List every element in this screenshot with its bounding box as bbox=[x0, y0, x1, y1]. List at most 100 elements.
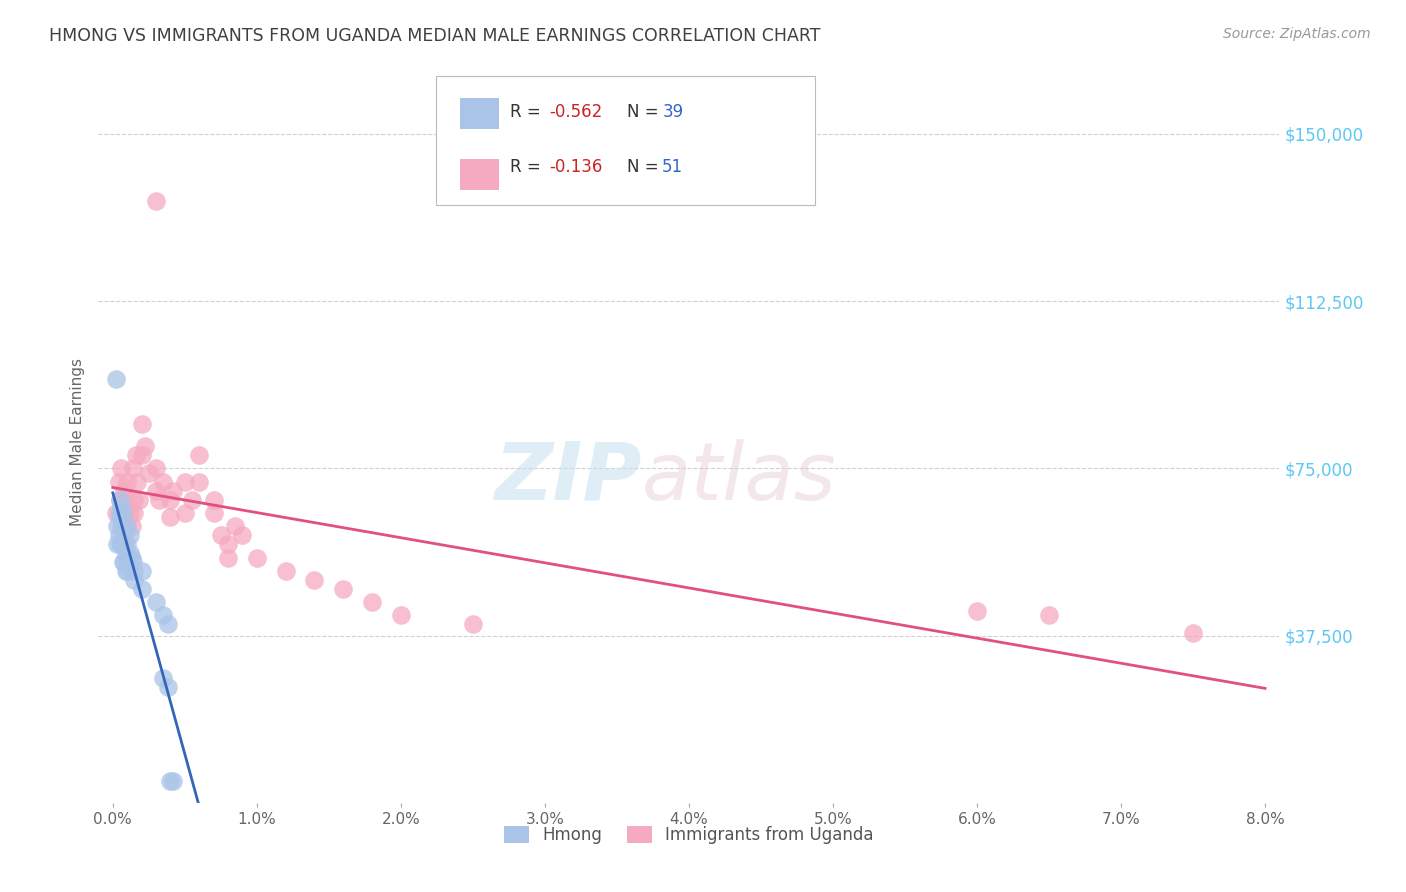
Text: 51: 51 bbox=[662, 158, 683, 176]
Point bbox=[105, 519, 128, 533]
Point bbox=[138, 466, 160, 480]
Point bbox=[115, 475, 138, 489]
Point bbox=[125, 448, 148, 462]
Point bbox=[127, 475, 149, 489]
Point bbox=[112, 555, 135, 569]
Point bbox=[131, 417, 153, 431]
Point bbox=[1182, 626, 1205, 640]
Point bbox=[114, 492, 136, 507]
Point bbox=[122, 461, 145, 475]
Point bbox=[152, 671, 174, 685]
Legend: Hmong, Immigrants from Uganda: Hmong, Immigrants from Uganda bbox=[495, 817, 883, 852]
Point bbox=[107, 475, 129, 489]
Point bbox=[966, 604, 988, 618]
Text: R =: R = bbox=[510, 158, 547, 176]
Point bbox=[162, 483, 184, 498]
Point bbox=[159, 510, 181, 524]
Point bbox=[159, 492, 181, 507]
Point bbox=[121, 519, 143, 533]
Text: atlas: atlas bbox=[641, 439, 837, 516]
Point bbox=[115, 537, 138, 551]
Point bbox=[246, 550, 269, 565]
Point bbox=[120, 506, 142, 520]
Point bbox=[173, 475, 195, 489]
Point bbox=[124, 506, 146, 520]
Point bbox=[114, 546, 136, 560]
Point bbox=[274, 564, 297, 578]
Point bbox=[332, 582, 354, 596]
Point bbox=[202, 506, 225, 520]
Point bbox=[107, 528, 129, 542]
Point bbox=[120, 528, 142, 542]
Point bbox=[134, 439, 156, 453]
Point bbox=[108, 537, 131, 551]
Text: HMONG VS IMMIGRANTS FROM UGANDA MEDIAN MALE EARNINGS CORRELATION CHART: HMONG VS IMMIGRANTS FROM UGANDA MEDIAN M… bbox=[49, 27, 821, 45]
Point bbox=[156, 680, 179, 694]
Point bbox=[112, 483, 135, 498]
Point bbox=[104, 506, 127, 520]
Point bbox=[110, 519, 132, 533]
Point bbox=[181, 492, 204, 507]
Point bbox=[120, 546, 142, 560]
Point bbox=[231, 528, 253, 542]
Point bbox=[114, 564, 136, 578]
Text: ZIP: ZIP bbox=[495, 439, 641, 516]
Point bbox=[115, 501, 138, 516]
Point bbox=[217, 537, 239, 551]
Text: N =: N = bbox=[627, 158, 664, 176]
Point bbox=[104, 372, 127, 386]
Point bbox=[131, 582, 153, 596]
Point bbox=[128, 492, 150, 507]
Point bbox=[111, 519, 134, 533]
Point bbox=[115, 564, 138, 578]
Text: -0.136: -0.136 bbox=[550, 158, 603, 176]
Point bbox=[304, 573, 326, 587]
Point bbox=[188, 448, 211, 462]
Text: -0.562: -0.562 bbox=[550, 103, 603, 120]
Point bbox=[122, 555, 145, 569]
Point bbox=[152, 608, 174, 623]
Point bbox=[107, 506, 129, 520]
Point bbox=[145, 194, 167, 208]
Point bbox=[217, 550, 239, 565]
Point bbox=[112, 537, 135, 551]
Point bbox=[108, 492, 131, 507]
Point bbox=[202, 492, 225, 507]
Point bbox=[188, 475, 211, 489]
Point bbox=[145, 461, 167, 475]
Point bbox=[162, 773, 184, 788]
Point bbox=[111, 555, 134, 569]
Point bbox=[152, 475, 174, 489]
Point bbox=[145, 483, 167, 498]
Point bbox=[159, 773, 181, 788]
Point bbox=[115, 519, 138, 533]
Text: N =: N = bbox=[627, 103, 664, 120]
Point bbox=[131, 564, 153, 578]
Point bbox=[209, 528, 232, 542]
Text: 39: 39 bbox=[662, 103, 683, 120]
Point bbox=[121, 550, 143, 565]
Point bbox=[110, 501, 132, 516]
Point bbox=[173, 506, 195, 520]
Point bbox=[112, 528, 135, 542]
Point bbox=[124, 564, 146, 578]
Point bbox=[108, 492, 131, 507]
Point bbox=[224, 519, 246, 533]
Point bbox=[124, 492, 146, 507]
Point bbox=[389, 608, 412, 623]
Text: R =: R = bbox=[510, 103, 547, 120]
Point bbox=[361, 595, 384, 609]
Point bbox=[148, 492, 170, 507]
Text: Source: ZipAtlas.com: Source: ZipAtlas.com bbox=[1223, 27, 1371, 41]
Point bbox=[115, 550, 138, 565]
Point bbox=[111, 506, 134, 520]
Point bbox=[145, 595, 167, 609]
Point bbox=[105, 537, 128, 551]
Point bbox=[131, 448, 153, 462]
Point bbox=[124, 573, 146, 587]
Point bbox=[1038, 608, 1060, 623]
Point bbox=[111, 537, 134, 551]
Point bbox=[111, 506, 134, 520]
Point bbox=[110, 461, 132, 475]
Y-axis label: Median Male Earnings: Median Male Earnings bbox=[70, 358, 86, 525]
